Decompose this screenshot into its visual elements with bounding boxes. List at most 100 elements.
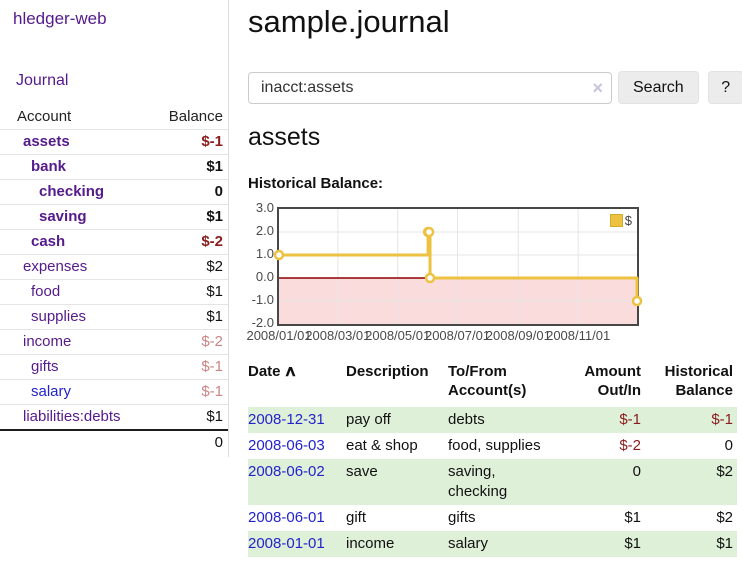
transaction-date-link[interactable]: 2008-06-01 (248, 509, 325, 526)
x-axis-tick-label: 2008/01/01 (246, 328, 312, 343)
transaction-date-link[interactable]: 2008-01-01 (248, 535, 325, 552)
account-link-saving[interactable]: saving (39, 208, 87, 225)
transaction-description: eat & shop (346, 437, 418, 454)
register-header-amount: Amount Out/In (584, 363, 641, 399)
account-balance: $-2 (152, 329, 228, 355)
x-axis-tick-label: 2008/03/01 (305, 328, 371, 343)
register-header-date[interactable]: Date ∧ (248, 363, 297, 380)
account-balance: 0 (152, 179, 228, 205)
account-row: income $-2 (0, 329, 228, 355)
y-axis-tick-label: 2.0 (255, 223, 274, 238)
transaction-accounts: debts (448, 411, 485, 428)
account-link-food[interactable]: food (31, 283, 61, 300)
account-balance: $2 (152, 254, 228, 280)
register-row[interactable]: 2008-01-01 income salary $1 $1 (248, 531, 737, 557)
register-row[interactable]: 2008-06-03 eat & shop food, supplies $-2 0 (248, 433, 737, 459)
account-balance: $-2 (152, 229, 228, 255)
transaction-balance: 0 (724, 437, 733, 454)
chart-title: Historical Balance: (248, 175, 384, 192)
x-axis-tick-label: 2008/05/01 (365, 328, 431, 343)
account-balance: $-1 (152, 379, 228, 405)
account-row: gifts $-1 (0, 354, 228, 380)
account-row: bank $1 (0, 154, 228, 180)
account-row: supplies $1 (0, 304, 228, 330)
account-row: cash $-2 (0, 229, 228, 255)
account-row: assets $-1 (0, 129, 228, 155)
account-balance: $1 (152, 304, 228, 330)
sidebar-item-journal[interactable]: Journal (16, 72, 69, 89)
page-title: sample.journal (248, 4, 450, 39)
account-link-assets[interactable]: assets (23, 133, 70, 150)
register-header-accounts: To/From Account(s) (448, 363, 527, 399)
x-axis-tick-label: 2008/07/01 (424, 328, 491, 343)
transaction-description: gift (346, 509, 367, 526)
search-box: × (248, 71, 612, 104)
sidebar: hledger-web Journal Account Balance asse… (0, 0, 229, 457)
accounts-total-balance: 0 (214, 434, 223, 451)
transaction-balance: $2 (716, 509, 733, 526)
accounts-header-account: Account (0, 105, 153, 130)
y-axis-tick-label: 3.0 (255, 200, 274, 215)
clear-search-icon[interactable]: × (592, 77, 603, 98)
legend-label: $ (624, 213, 632, 228)
chart-plot-area: $ (273, 207, 643, 326)
account-link-supplies[interactable]: supplies (31, 308, 87, 325)
account-link-gifts[interactable]: gifts (31, 358, 59, 375)
accounts-header-balance: Balance (152, 105, 228, 130)
transaction-date-link[interactable]: 2008-06-03 (248, 437, 325, 454)
account-link-checking[interactable]: checking (39, 183, 105, 200)
historical-balance-chart: $ 3.0 2.0 1.0 0.0 -1.0 -2.0 2008/01/01 2008/03/… (246, 200, 718, 345)
y-axis-tick-label: -1.0 (251, 292, 274, 307)
y-axis-tick-label: 0.0 (255, 269, 274, 284)
transaction-amount: $-2 (619, 437, 641, 454)
register-header-description: Description (346, 363, 429, 380)
register-header-balance: Historical Balance (664, 363, 733, 399)
transaction-date-link[interactable]: 2008-12-31 (248, 411, 325, 428)
account-balance: $1 (152, 279, 228, 305)
sort-ascending-icon: ∧ (283, 363, 297, 380)
transaction-accounts: saving, checking (448, 463, 508, 500)
transaction-description: save (346, 463, 378, 480)
transaction-amount: $1 (624, 535, 641, 552)
account-row: food $1 (0, 279, 228, 305)
transaction-accounts: gifts (448, 509, 476, 526)
transaction-amount: $-1 (619, 411, 641, 428)
transaction-date-link[interactable]: 2008-06-02 (248, 463, 325, 480)
account-row: salary $-1 (0, 379, 228, 405)
account-link-cash[interactable]: cash (31, 233, 66, 250)
account-link-salary[interactable]: salary (31, 383, 72, 400)
transaction-balance: $1 (716, 535, 733, 552)
y-axis-tick-label: -2.0 (251, 315, 274, 330)
brand-link[interactable]: hledger-web (13, 9, 107, 28)
accounts-table: Account Balance assets $-1 bank $1 checking 0… (0, 105, 228, 455)
register-row[interactable]: 2008-06-01 gift gifts $1 $2 (248, 505, 737, 531)
search-button[interactable]: Search (618, 71, 699, 104)
register-row[interactable]: 2008-06-02 save saving, checking 0 $2 (248, 459, 737, 505)
register-table: Date ∧ Description To/From Account(s) Amo… (248, 360, 737, 557)
search-input[interactable] (248, 71, 612, 104)
main-content: sample.journal × Search ? assets Histori… (246, 0, 742, 582)
transaction-amount: $1 (624, 509, 641, 526)
transaction-description: pay off (346, 411, 391, 428)
chart-legend: $ (609, 213, 632, 228)
transaction-description: income (346, 535, 395, 552)
account-link-bank[interactable]: bank (31, 158, 67, 175)
accounts-header-row: Account Balance (0, 105, 228, 130)
transaction-amount: 0 (632, 463, 641, 480)
account-link-income[interactable]: income (23, 333, 72, 350)
accounts-total-row: 0 (0, 430, 228, 455)
account-link-expenses[interactable]: expenses (23, 258, 88, 275)
account-row: checking 0 (0, 179, 228, 205)
transaction-accounts: food, supplies (448, 437, 541, 454)
x-axis-tick-label: 2008/09/01 (485, 328, 551, 343)
account-link-liabilities-debts[interactable]: liabilities:debts (23, 408, 121, 425)
account-balance: $-1 (152, 129, 228, 155)
search-form: × Search ? (248, 71, 742, 104)
account-balance: $1 (152, 204, 228, 230)
register-row[interactable]: 2008-12-31 pay off debts $-1 $-1 (248, 407, 737, 433)
chart-canvas (273, 209, 643, 324)
register-header-row: Date ∧ Description To/From Account(s) Amo… (248, 360, 737, 407)
help-button[interactable]: ? (707, 71, 742, 104)
account-heading: assets (248, 123, 321, 151)
